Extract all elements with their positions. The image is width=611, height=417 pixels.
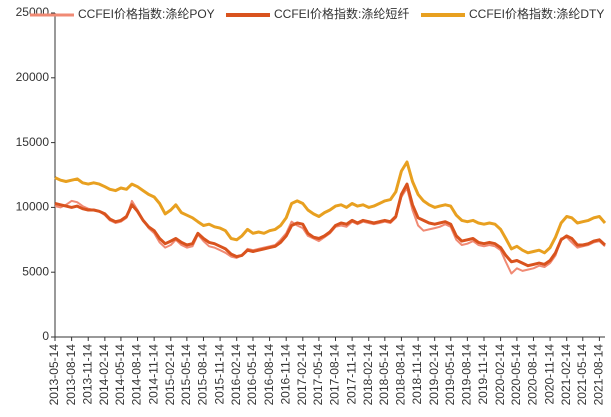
y-tick-label: 0 xyxy=(42,329,49,343)
legend-label: CCFEI价格指数:涤纶DTY xyxy=(469,6,604,21)
x-tick-label: 2017-11-14 xyxy=(344,344,358,405)
y-tick-label: 5000 xyxy=(22,264,49,278)
x-tick-label: 2013-11-14 xyxy=(80,344,94,405)
legend-label: CCFEI价格指数:涤纶POY xyxy=(78,6,215,21)
x-tick-label: 2015-08-14 xyxy=(196,344,210,406)
x-tick-label: 2019-05-14 xyxy=(443,344,457,406)
x-tick-label: 2014-11-14 xyxy=(146,344,160,405)
x-tick-label: 2019-08-14 xyxy=(460,344,474,406)
x-tick-label: 2016-11-14 xyxy=(278,344,292,405)
x-tick-label: 2017-02-14 xyxy=(295,344,309,406)
x-tick-label: 2016-02-14 xyxy=(229,344,243,406)
x-tick-label: 2013-05-14 xyxy=(47,344,61,406)
x-tick-label: 2020-11-14 xyxy=(542,344,556,405)
x-tick-label: 2015-02-14 xyxy=(163,344,177,406)
legend-label: CCFEI价格指数:涤纶短纤 xyxy=(274,6,409,21)
x-tick-label: 2018-08-14 xyxy=(394,344,408,406)
x-tick-label: 2018-11-14 xyxy=(410,344,424,405)
x-tick-label: 2018-02-14 xyxy=(361,344,375,406)
x-tick-label: 2019-02-14 xyxy=(427,344,441,406)
y-tick-label: 10000 xyxy=(16,200,50,214)
y-tick-label: 25000 xyxy=(16,5,50,19)
x-tick-label: 2017-05-14 xyxy=(311,344,325,406)
series-line xyxy=(54,182,607,268)
x-tick-label: 2019-11-14 xyxy=(476,344,490,405)
x-tick-label: 2018-05-14 xyxy=(377,344,391,406)
x-tick-label: 2021-05-14 xyxy=(575,344,589,406)
x-tick-label: 2020-02-14 xyxy=(493,344,507,406)
x-tick-label: 2017-08-14 xyxy=(328,344,342,406)
x-tick-label: 2014-08-14 xyxy=(130,344,144,406)
x-tick-label: 2015-05-14 xyxy=(179,344,193,406)
x-tick-label: 2016-05-14 xyxy=(245,344,259,406)
x-tick-label: 2014-05-14 xyxy=(113,344,127,406)
x-tick-label: 2021-08-14 xyxy=(592,344,606,406)
y-tick-label: 20000 xyxy=(16,70,50,84)
x-tick-label: 2013-08-14 xyxy=(64,344,78,406)
x-tick-label: 2014-02-14 xyxy=(97,344,111,406)
y-tick-label: 15000 xyxy=(16,135,50,149)
x-tick-label: 2016-08-14 xyxy=(262,344,276,406)
x-tick-label: 2021-02-14 xyxy=(559,344,573,406)
x-tick-label: 2015-11-14 xyxy=(212,344,226,405)
x-tick-label: 2020-05-14 xyxy=(509,344,523,406)
x-tick-label: 2020-08-14 xyxy=(526,344,540,406)
series-line xyxy=(54,160,607,255)
